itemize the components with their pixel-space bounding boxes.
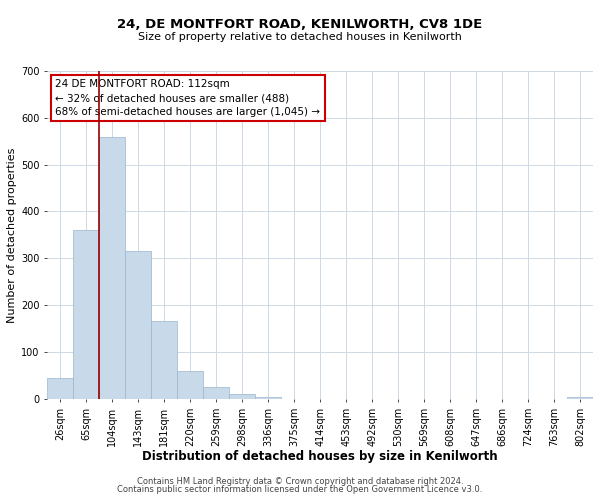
Bar	[255, 398, 281, 399]
Text: Contains HM Land Registry data © Crown copyright and database right 2024.: Contains HM Land Registry data © Crown c…	[137, 477, 463, 486]
Bar	[73, 230, 99, 399]
Text: Contains public sector information licensed under the Open Government Licence v3: Contains public sector information licen…	[118, 485, 482, 494]
Text: 24 DE MONTFORT ROAD: 112sqm
← 32% of detached houses are smaller (488)
68% of se: 24 DE MONTFORT ROAD: 112sqm ← 32% of det…	[55, 79, 320, 117]
Bar	[99, 136, 125, 399]
Y-axis label: Number of detached properties: Number of detached properties	[7, 147, 17, 322]
Bar	[177, 371, 203, 399]
Text: Size of property relative to detached houses in Kenilworth: Size of property relative to detached ho…	[138, 32, 462, 42]
Bar	[125, 252, 151, 399]
Bar	[567, 396, 593, 399]
Bar	[203, 387, 229, 399]
Bar	[151, 320, 177, 399]
X-axis label: Distribution of detached houses by size in Kenilworth: Distribution of detached houses by size …	[142, 450, 498, 463]
Bar	[229, 394, 255, 399]
Text: 24, DE MONTFORT ROAD, KENILWORTH, CV8 1DE: 24, DE MONTFORT ROAD, KENILWORTH, CV8 1D…	[118, 18, 482, 30]
Bar	[47, 378, 73, 399]
